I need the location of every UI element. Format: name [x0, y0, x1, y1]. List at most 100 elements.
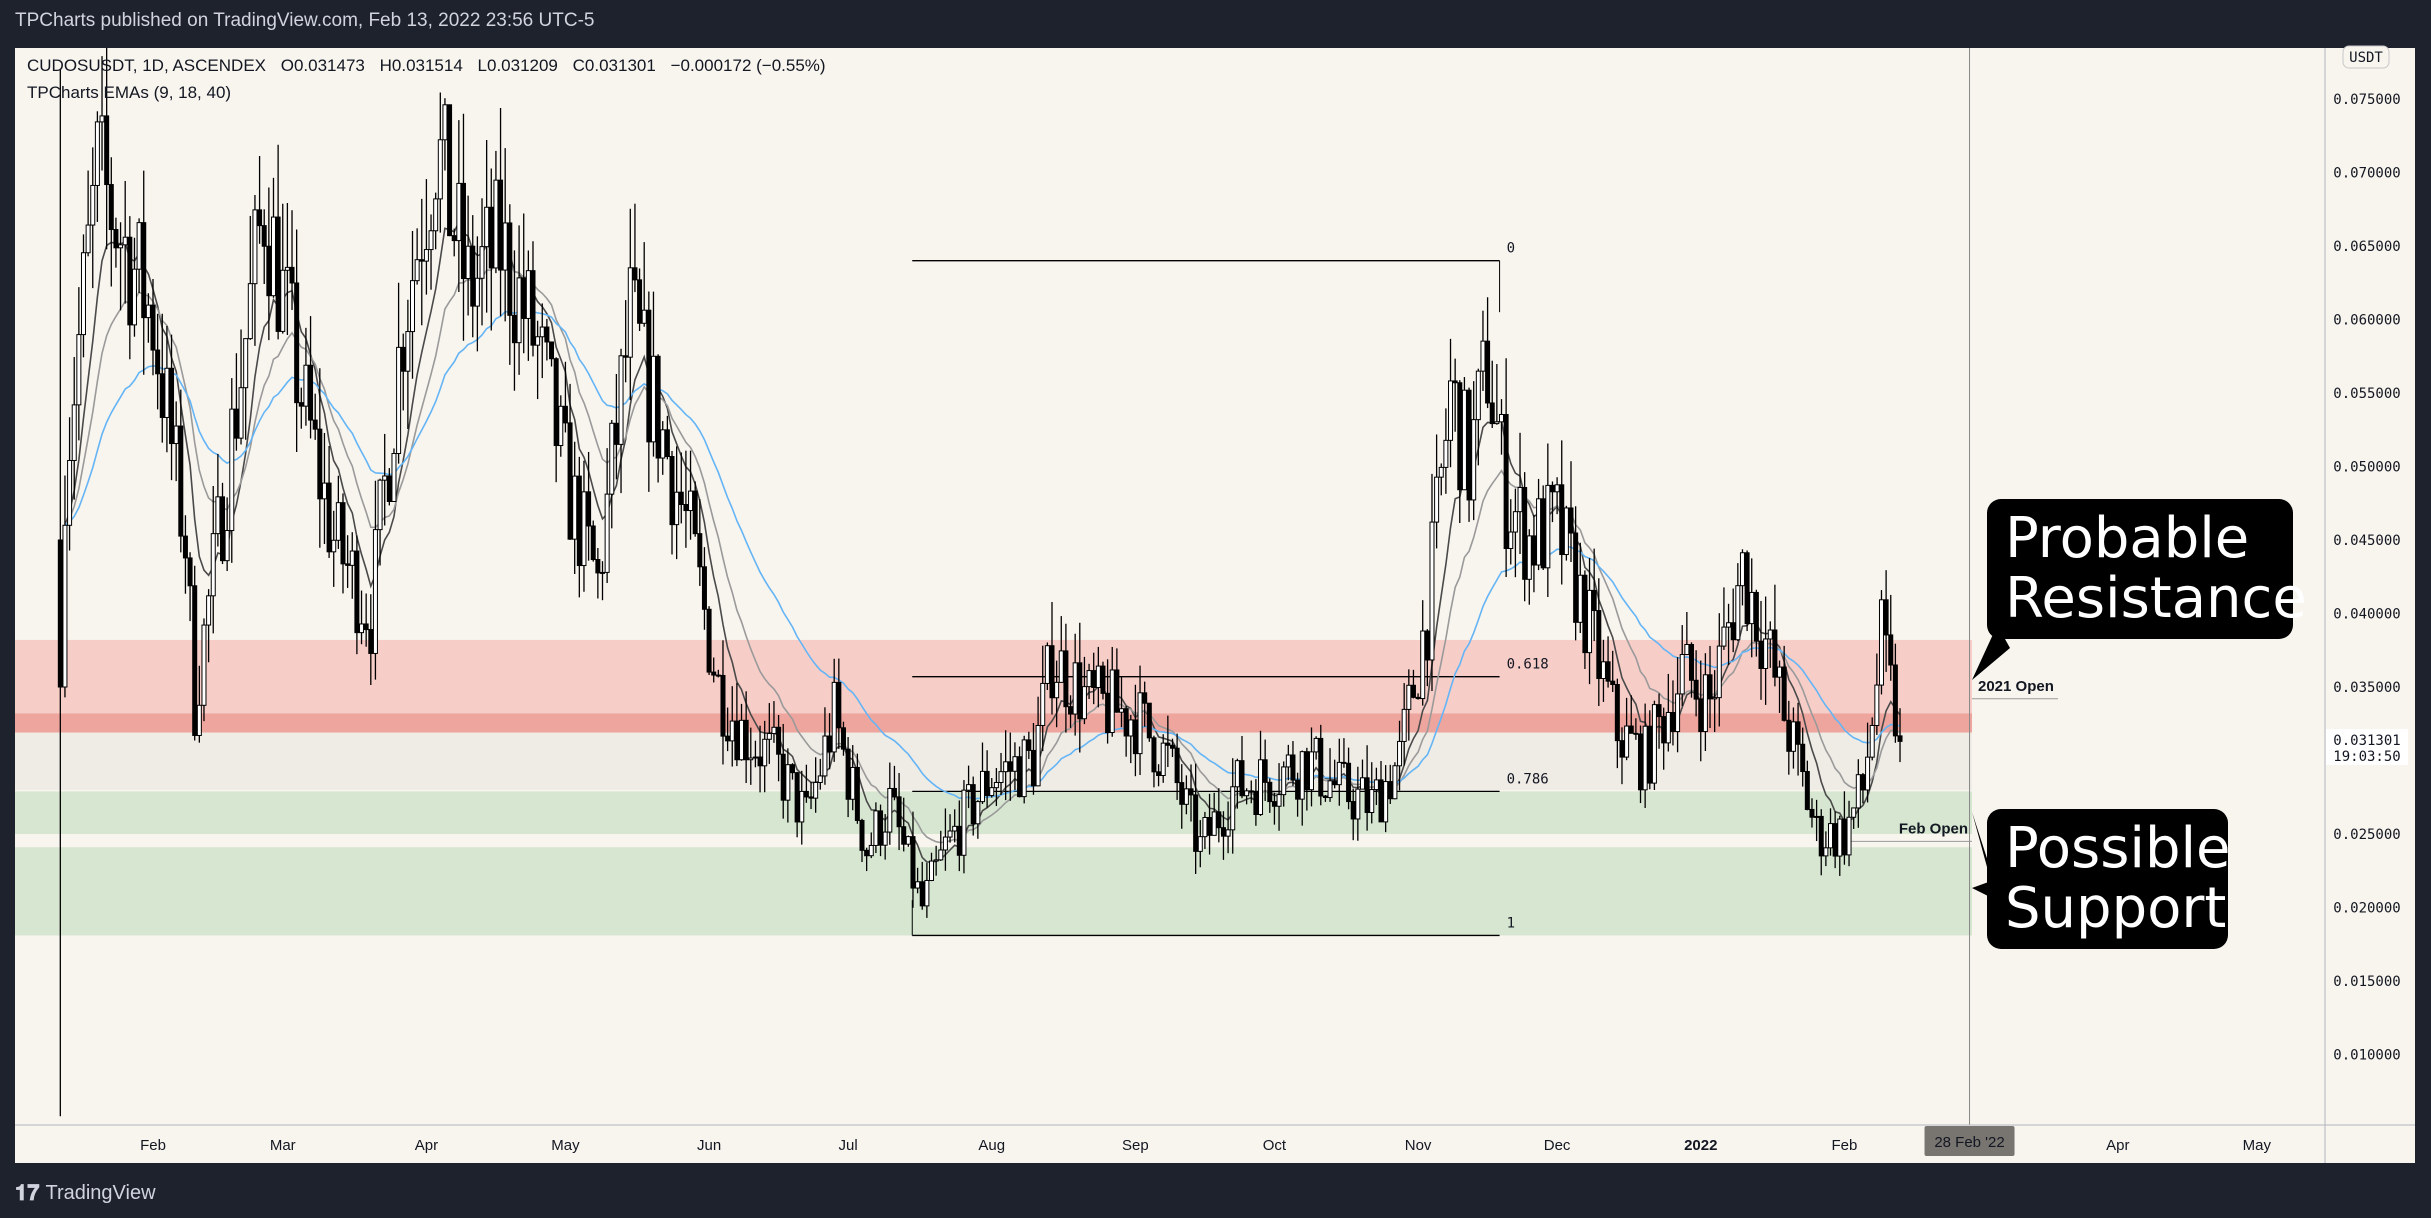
price-tick: 0.015000: [2333, 974, 2400, 990]
candle: [238, 387, 244, 439]
candle: [247, 283, 253, 340]
support-zone: [15, 847, 1972, 936]
zones-layer: [15, 639, 1972, 936]
candle: [312, 419, 318, 430]
candle: [1855, 774, 1861, 809]
candle: [1712, 697, 1718, 700]
time-tick: Sep: [1122, 1137, 1149, 1154]
candle: [1132, 719, 1138, 755]
cursor-time-label: 28 Feb '22: [1934, 1134, 2004, 1151]
candle: [210, 533, 216, 597]
candle: [382, 475, 388, 481]
candle: [711, 671, 717, 676]
candle: [1276, 794, 1282, 807]
candle: [447, 104, 453, 237]
candle: [201, 624, 207, 706]
candle: [567, 422, 573, 540]
candle: [896, 796, 902, 828]
candle: [530, 270, 536, 346]
candle: [321, 482, 327, 500]
support-callout[interactable]: Possible Support: [1987, 809, 2231, 949]
candle: [1248, 790, 1254, 793]
candle: [748, 757, 754, 761]
time-axis[interactable]: Feb Mar Apr May Jun Jul Aug Sep Oct Nov Dec 2022 Feb…: [140, 1125, 2326, 1163]
ohlc-close: C0.031301: [572, 56, 656, 75]
candle: [553, 358, 559, 447]
candle: [688, 490, 694, 512]
candle: [368, 629, 374, 654]
candle: [1211, 811, 1217, 836]
candle: [956, 825, 962, 856]
candle: [377, 479, 383, 531]
candle: [1438, 466, 1444, 478]
candle: [1350, 801, 1356, 820]
candle: [646, 309, 652, 443]
candle: [1304, 751, 1310, 791]
candle: [104, 115, 110, 186]
candle: [90, 184, 96, 226]
candle: [1517, 487, 1523, 513]
candle: [155, 349, 161, 375]
candle: [586, 491, 592, 527]
candle: [803, 790, 809, 798]
candle: [655, 355, 661, 459]
candle: [99, 115, 105, 123]
candle: [456, 182, 462, 242]
candle: [604, 493, 610, 573]
candle: [1193, 794, 1199, 852]
candle: [270, 216, 276, 297]
candle: [1633, 732, 1639, 735]
candle: [1587, 589, 1593, 654]
candle: [1809, 808, 1815, 818]
candle: [405, 331, 411, 372]
candle: [1072, 662, 1078, 715]
candle: [868, 844, 874, 857]
candle: [1355, 788, 1361, 820]
ohlc-low: L0.031209: [477, 56, 558, 75]
candle: [757, 756, 763, 767]
candle: [127, 236, 133, 326]
candle: [1818, 815, 1824, 857]
candle: [1183, 788, 1189, 805]
candle: [1123, 708, 1129, 737]
candle: [831, 681, 837, 753]
candle: [502, 222, 508, 271]
candle: [280, 269, 286, 332]
candle: [1878, 599, 1884, 686]
candle: [1591, 589, 1597, 612]
candle: [1359, 777, 1365, 790]
candle: [998, 771, 1004, 784]
candle: [1647, 725, 1653, 784]
candle: [1322, 795, 1328, 799]
last-price-box: [2326, 729, 2408, 765]
candle: [1522, 487, 1528, 580]
candle: [1068, 706, 1074, 715]
currency-badge[interactable]: [2342, 45, 2390, 69]
candle: [641, 309, 647, 324]
price-tick: 0.040000: [2333, 607, 2400, 623]
candle: [1628, 725, 1634, 734]
candle: [1448, 380, 1454, 441]
candle: [80, 252, 86, 336]
candle: [1346, 762, 1352, 803]
candle: [1851, 807, 1857, 818]
candle: [1461, 389, 1467, 491]
candle: [558, 405, 564, 447]
price-axis[interactable]: USDT 0.031301 19:03:50 0.075000 0.070000 0…: [2326, 45, 2408, 1064]
candles-layer: [57, 48, 1903, 1117]
symbol-info[interactable]: CUDOSUSDT, 1D, ASCENDEX: [27, 56, 266, 75]
candle: [1786, 719, 1792, 752]
indicator-label[interactable]: TPCharts EMAs (9, 18, 40): [27, 83, 232, 102]
candle: [1749, 591, 1755, 625]
candle: [632, 267, 638, 281]
candle: [947, 830, 953, 838]
candle: [1471, 419, 1477, 501]
resistance-callout[interactable]: Probable Resistance: [1987, 499, 2307, 639]
candle: [1790, 721, 1796, 752]
candle: [539, 326, 545, 338]
candle: [1596, 610, 1602, 679]
candle: [942, 836, 948, 851]
candle: [1327, 780, 1333, 799]
candle: [1197, 836, 1203, 852]
